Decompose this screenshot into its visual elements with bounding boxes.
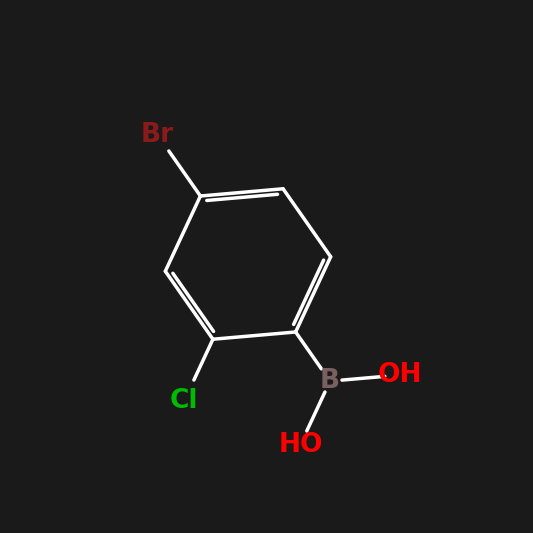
Text: Cl: Cl — [170, 388, 198, 414]
Text: OH: OH — [377, 362, 422, 388]
Text: B: B — [320, 368, 340, 394]
Text: Br: Br — [141, 122, 174, 148]
Text: HO: HO — [278, 432, 322, 457]
